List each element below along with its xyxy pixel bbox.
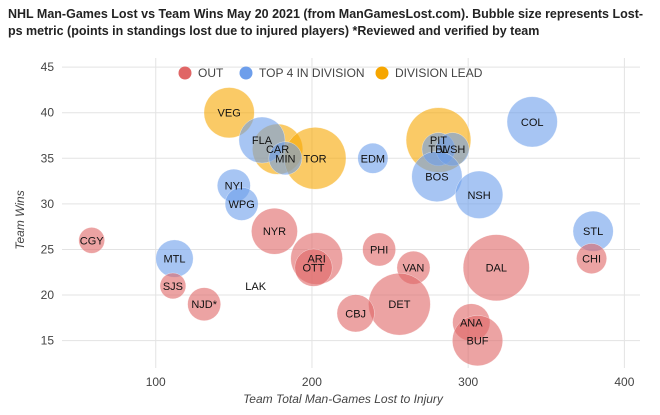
bubble-label: TBL <box>428 144 448 156</box>
bubble-wpg <box>224 187 259 221</box>
bubble-label: ARI <box>307 254 325 266</box>
bubble-label: MTL <box>163 254 185 266</box>
bubble-njd <box>187 287 221 321</box>
bubble-veg <box>203 87 255 139</box>
bubble-label: CAR <box>266 144 289 156</box>
y-tick-label: 15 <box>41 334 55 348</box>
chart-title: NHL Man-Games Lost vs Team Wins May 20 2… <box>8 7 644 38</box>
legend: OUT TOP 4 IN DIVISION DIVISION LEAD <box>178 66 483 80</box>
y-tick-label: 35 <box>41 151 55 165</box>
bubble-nsh <box>455 170 504 219</box>
bubble-label: FLA <box>252 135 273 147</box>
bubble-label: CHI <box>582 254 601 266</box>
bubble-label: LAK <box>245 281 266 293</box>
x-tick-label: 200 <box>302 375 322 389</box>
bubble-label: CBJ <box>345 308 366 320</box>
bubble-nyr <box>251 207 298 255</box>
bubble-label: BOS <box>425 172 448 184</box>
bubble-layer <box>78 87 614 367</box>
legend-item: OUT <box>178 66 224 80</box>
bubble-label: NSH <box>467 190 490 202</box>
legend-item: DIVISION LEAD <box>375 66 483 80</box>
bubble-label: DET <box>388 299 410 311</box>
legend-swatch <box>178 66 192 80</box>
bubble-phi <box>362 232 396 267</box>
x-tick-label: 300 <box>458 375 478 389</box>
x-tick-label: 400 <box>614 375 634 389</box>
x-tick-label: 100 <box>146 375 166 389</box>
bubble-label: EDM <box>361 153 385 165</box>
y-tick-label: 45 <box>41 60 55 74</box>
y-tick-label: 25 <box>41 242 55 256</box>
bubble-label: SJS <box>163 281 183 293</box>
bubble-label: NYI <box>225 181 243 193</box>
bubble-label: BUF <box>467 336 489 348</box>
bubble-col <box>506 96 558 148</box>
bubble-cgy <box>78 227 105 254</box>
y-axis-title: Team Wins <box>13 190 27 249</box>
bubble-edm <box>357 142 389 174</box>
bubble-label: VAN <box>403 263 425 275</box>
legend-label: DIVISION LEAD <box>395 66 483 80</box>
bubble-label: VEG <box>218 108 241 120</box>
bubble-label: STL <box>583 226 603 238</box>
bubble-label: COL <box>521 117 544 129</box>
legend-label: TOP 4 IN DIVISION <box>259 66 365 80</box>
bubble-label: TOR <box>304 153 327 165</box>
bubble-label: NJD* <box>191 299 217 311</box>
bubble-label: ANA <box>460 317 483 329</box>
bubble-label: WPG <box>229 199 255 211</box>
y-tick-label: 40 <box>41 106 55 120</box>
bubble-bos <box>411 151 463 202</box>
legend-item: TOP 4 IN DIVISION <box>239 66 365 80</box>
bubble-cbj <box>336 294 375 333</box>
bubble-dal <box>462 234 530 302</box>
bubble-label: CGY <box>80 235 105 247</box>
y-tick-label: 30 <box>41 197 55 211</box>
bubble-chi <box>576 243 607 274</box>
bubble-label: MIN <box>275 153 295 165</box>
bubble-min <box>268 141 303 176</box>
bubble-buf <box>452 315 503 367</box>
y-tick-label: 20 <box>41 288 55 302</box>
bubble-label: PIT <box>430 135 447 147</box>
bubble-sjs <box>159 272 187 300</box>
bubble-ott <box>294 248 333 287</box>
bubble-label: PHI <box>370 244 388 256</box>
legend-swatch <box>239 66 253 80</box>
bubble-label: OTT <box>303 263 325 275</box>
bubble-label: DAL <box>486 263 507 275</box>
x-axis-title: Team Total Man-Games Lost to Injury <box>243 392 444 406</box>
legend-swatch <box>375 66 389 80</box>
bubble-label: WSH <box>440 144 466 156</box>
legend-label: OUT <box>198 66 224 80</box>
bubble-label: NYR <box>263 226 286 238</box>
